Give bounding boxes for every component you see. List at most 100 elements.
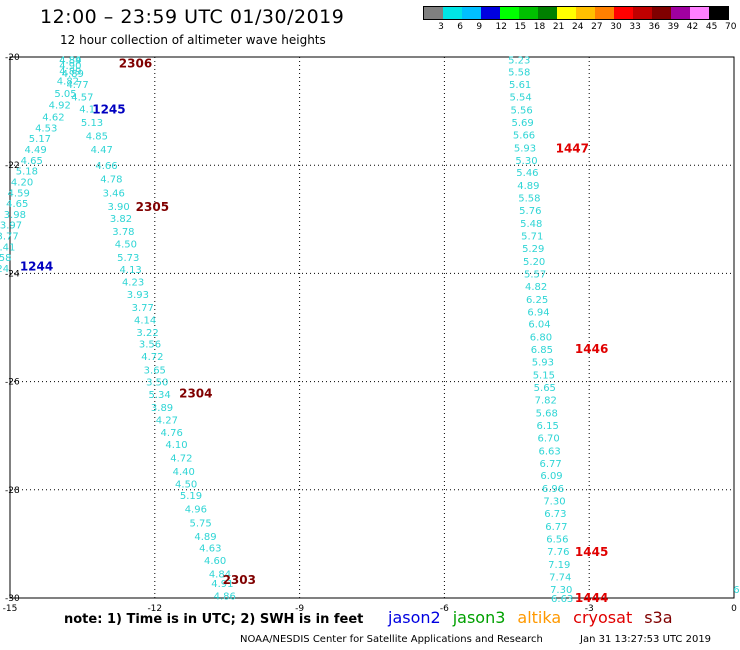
- color-scale-label: 9: [476, 22, 483, 32]
- wave-height-value: 4.66: [95, 161, 117, 172]
- color-swatch: [595, 7, 614, 19]
- wave-height-value: 6.04: [528, 320, 550, 331]
- wave-height-value: 7.30: [550, 585, 572, 596]
- wave-height-value: 5.76: [519, 206, 541, 217]
- wave-height-value: 5.29: [522, 244, 544, 255]
- wave-height-value: 4.62: [42, 113, 64, 124]
- wave-height-value: 3.77: [0, 232, 19, 243]
- wave-height-value: 4.92: [49, 101, 71, 112]
- wave-height-value: 7.19: [548, 560, 570, 571]
- longitude-tick-label: 0: [731, 604, 737, 614]
- wave-height-tracks: 4.844.904.894.825.054.924.624.535.174.49…: [0, 56, 740, 605]
- wave-height-value: 4.85: [86, 131, 108, 142]
- wave-height-value: 6: [733, 585, 739, 596]
- wave-height-value: 4.82: [57, 76, 79, 87]
- wave-height-value: 3.65: [144, 366, 166, 377]
- color-scale-label: 6: [457, 22, 463, 32]
- color-scale-label: 24: [572, 22, 584, 32]
- color-swatch: [519, 7, 538, 19]
- color-scale-label: 36: [648, 22, 660, 32]
- latitude-tick-label: -20: [5, 53, 20, 63]
- wave-height-value: 6.09: [540, 471, 562, 482]
- wave-height-value: 4.77: [66, 80, 88, 91]
- satellite-legend-item: s3a: [644, 608, 673, 627]
- track-track-a: 4.844.904.894.825.054.924.624.535.174.49…: [0, 56, 81, 275]
- latitude-tick-label: -22: [5, 161, 20, 171]
- wave-height-value: 5.13: [81, 118, 103, 129]
- map-grid: [9, 56, 735, 599]
- wave-height-value: 4.91: [211, 579, 233, 590]
- wave-height-value: 6.70: [538, 433, 560, 444]
- wave-height-value: 5.58: [508, 68, 530, 79]
- color-swatch: [443, 7, 462, 19]
- longitude-tick-label: -9: [295, 604, 304, 614]
- wave-height-value: 6.80: [530, 333, 552, 344]
- map-axes: -15 -12 -9 -6 -3 0-20-22-24-26-28-30: [3, 53, 737, 614]
- wave-height-value: 4.13: [120, 265, 142, 276]
- wave-height-value: 3.50: [146, 378, 168, 389]
- wave-height-value: 4.23: [122, 278, 144, 289]
- wave-height-value: 6.25: [526, 295, 548, 306]
- color-scale-label: 21: [552, 22, 565, 32]
- wave-height-value: 6.96: [542, 484, 564, 495]
- color-swatch: [709, 7, 728, 19]
- wave-height-value: 4.89: [59, 67, 81, 78]
- pass-labels: 2306 1245 2305 1244 2304 2303 1447 1446 1445 1444: [20, 56, 608, 605]
- color-swatch: [538, 7, 557, 19]
- wave-height-value: 5.71: [521, 232, 543, 243]
- wave-height-value: 3.78: [112, 227, 134, 238]
- wave-height-value: 6.77: [545, 522, 567, 533]
- wave-height-value: 4.1: [79, 104, 95, 115]
- wave-height-value: 7.30: [543, 497, 565, 508]
- wave-height-value: 4.90: [59, 61, 81, 72]
- pass-number-label: 2306: [119, 56, 152, 70]
- page-subtitle: 12 hour collection of altimeter wave hei…: [60, 33, 326, 47]
- wave-height-value: 5.17: [29, 134, 51, 145]
- color-scale-label: 70 (ft): [725, 22, 740, 32]
- wave-height-value: 4.41: [0, 242, 15, 253]
- wave-height-value: 5.20: [523, 257, 545, 268]
- footer-timestamp: Jan 31 13:27:53 UTC 2019: [580, 634, 712, 645]
- color-swatch: [690, 7, 709, 19]
- wave-height-value: 5.66: [513, 130, 535, 141]
- wave-height-value: 5.57: [524, 269, 546, 280]
- color-swatch: [462, 7, 481, 19]
- color-scale-label: 3: [438, 22, 444, 32]
- color-swatch: [500, 7, 519, 19]
- wave-height-value: 6.77: [539, 459, 561, 470]
- wave-height-value: 4.65: [21, 156, 43, 167]
- wave-height-value: 6.15: [537, 421, 559, 432]
- color-scale-label: 39: [667, 22, 680, 32]
- color-swatch: [614, 7, 633, 19]
- wave-height-value: 4.89: [59, 56, 81, 67]
- wave-height-value: 4.89: [62, 69, 84, 80]
- satellite-legend: jason2 jason3 altika cryosat s3a: [388, 608, 673, 628]
- wave-height-value: 5.56: [510, 105, 532, 116]
- wave-height-value: 4.49: [24, 145, 46, 156]
- color-swatch: [576, 7, 595, 19]
- wave-height-value: 5.46: [516, 168, 538, 179]
- wave-height-value: 3.89: [151, 403, 173, 414]
- color-scale-label: 30: [610, 22, 622, 32]
- wave-height-value: 3.93: [127, 290, 149, 301]
- pass-number-label: 1245: [92, 102, 125, 116]
- color-scale-label: 12: [495, 22, 507, 32]
- pass-number-label: 2305: [136, 200, 169, 214]
- wave-height-value: 5.69: [511, 118, 533, 129]
- wave-height-value: 6.56: [546, 534, 568, 545]
- footer-credit: NOAA/NESDIS Center for Satellite Applica…: [240, 634, 543, 645]
- wave-height-value: 4.47: [91, 145, 113, 156]
- pass-number-label: 1244: [20, 259, 53, 273]
- wave-height-value: 4.59: [8, 188, 30, 199]
- wave-height-value: 3.90: [107, 202, 129, 213]
- color-scale-label: 15: [514, 22, 527, 32]
- wave-height-value: 4.86: [214, 591, 236, 602]
- latitude-tick-label: -30: [5, 594, 20, 604]
- map-frame: [9, 56, 735, 599]
- longitude-tick-label: -3: [585, 604, 594, 614]
- wave-height-value: 4.27: [156, 415, 178, 426]
- wave-height-value: 7.76: [547, 547, 569, 558]
- wave-height-value: 5.05: [54, 89, 76, 100]
